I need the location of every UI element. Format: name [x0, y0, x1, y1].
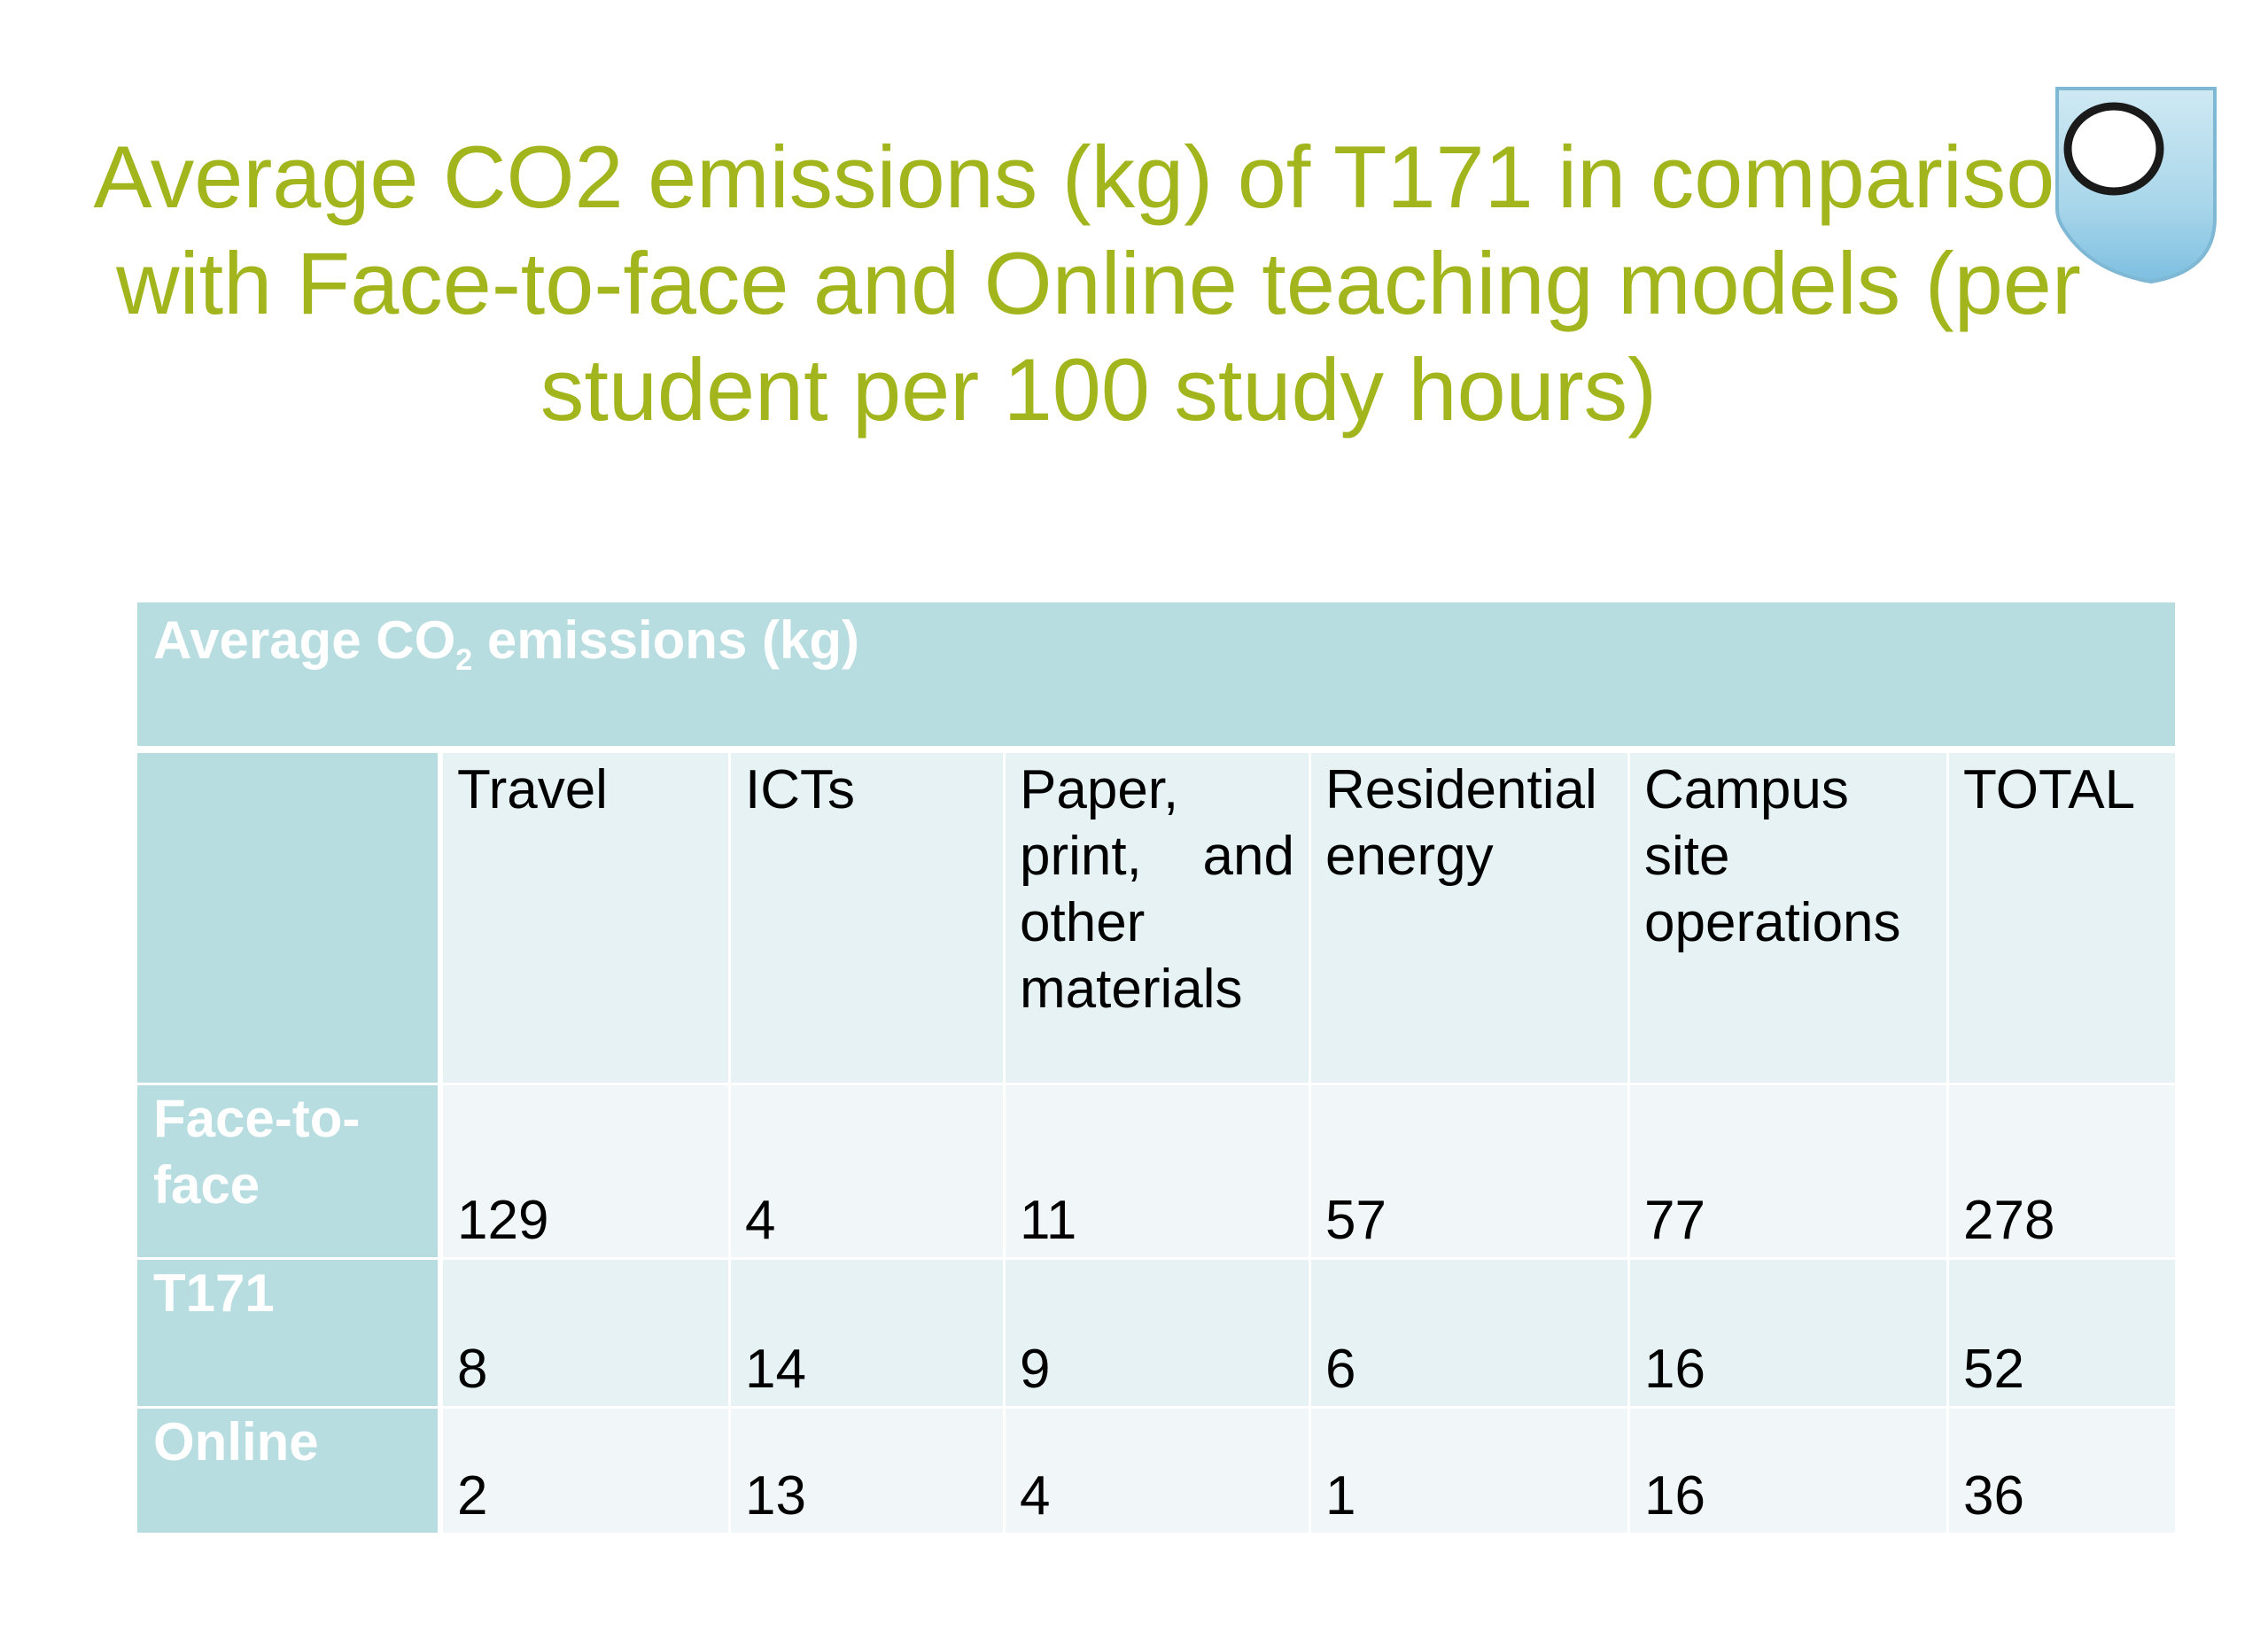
- table-header-prefix: Average CO: [153, 610, 456, 670]
- table-row: T171 8 14 9 6 16 52: [137, 1260, 2176, 1409]
- row-label-face-to-face: Face-to-face: [137, 1085, 443, 1260]
- row-label-online: Online: [137, 1409, 443, 1535]
- table-row: Face-to-face 129 4 11 57 77 278: [137, 1085, 2176, 1260]
- table-cell: 8: [443, 1260, 731, 1409]
- table-cell: 129: [443, 1085, 731, 1260]
- table-cell: 6: [1311, 1260, 1630, 1409]
- table-header-suffix: emissions (kg): [472, 610, 859, 670]
- table-cell: 36: [1949, 1409, 2176, 1535]
- table-header: Average CO2 emissions (kg): [137, 602, 2176, 753]
- table-cell: 13: [731, 1409, 1006, 1535]
- table-cell: 52: [1949, 1260, 2176, 1409]
- table-cell: 4: [1006, 1409, 1311, 1535]
- table-cell: 16: [1630, 1260, 1949, 1409]
- table-cell: 1: [1311, 1409, 1630, 1535]
- table-row: Online 2 13 4 1 16 36: [137, 1409, 2176, 1535]
- table-cell: 9: [1006, 1260, 1311, 1409]
- emissions-table: Average CO2 emissions (kg) Travel ICTs P…: [137, 602, 2176, 1535]
- column-header-residential: Residential energy: [1311, 753, 1630, 1085]
- column-header-campus: Campus site operations: [1630, 753, 1949, 1085]
- open-university-shield-icon: [2055, 87, 2217, 284]
- table-cell: 57: [1311, 1085, 1630, 1260]
- table-cell: 278: [1949, 1085, 2176, 1260]
- column-header-row: Travel ICTs Paper, print, and other mate…: [137, 753, 2176, 1085]
- column-header-paper: Paper, print, and other materials: [1006, 753, 1311, 1085]
- corner-cell: [137, 753, 443, 1085]
- table-cell: 77: [1630, 1085, 1949, 1260]
- column-header-total: TOTAL: [1949, 753, 2176, 1085]
- table-cell: 11: [1006, 1085, 1311, 1260]
- row-label-t171: T171: [137, 1260, 443, 1409]
- table-cell: 14: [731, 1260, 1006, 1409]
- table-header-subscript: 2: [455, 643, 473, 677]
- table-cell: 4: [731, 1085, 1006, 1260]
- table-cell: 2: [443, 1409, 731, 1535]
- slide-title: Average CO2 emissions (kg) of T171 in co…: [93, 128, 2104, 439]
- column-header-travel: Travel: [443, 753, 731, 1085]
- table-cell: 16: [1630, 1409, 1949, 1535]
- column-header-icts: ICTs: [731, 753, 1006, 1085]
